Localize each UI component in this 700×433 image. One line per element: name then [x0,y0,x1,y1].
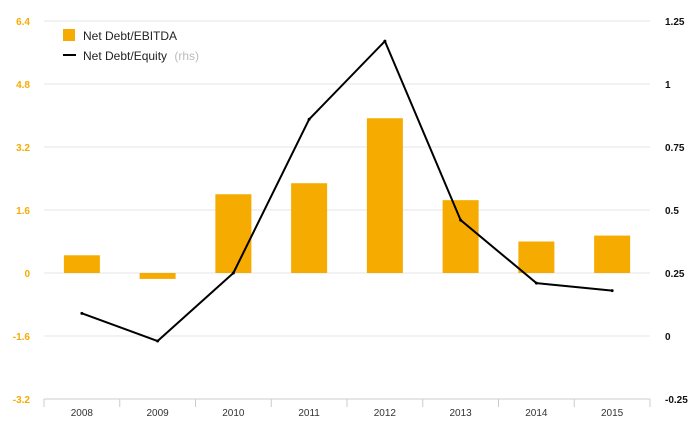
y-left-tick-label: 0 [24,269,30,280]
x-tick-label: 2015 [601,408,624,419]
y-right-tick-label: 0.5 [665,206,679,217]
y-right-tick-label: -0.25 [665,395,688,406]
point-2009 [156,339,160,343]
legend-swatch-net-debt-ebitda [63,29,75,41]
y-right-tick-label: 0.75 [665,143,685,154]
y-axis-left: 6.4 4.8 3.2 1.6 0 -1.6 -3.2 [13,17,31,406]
line-net-debt-equity [81,40,613,343]
x-tick-label: 2008 [71,408,94,419]
legend-label-net-debt-equity-name: Net Debt/Equity [83,49,167,63]
point-2010 [231,271,235,275]
bar-2013 [442,200,479,273]
bar-2011 [291,183,328,273]
point-2015 [610,289,614,293]
line-net-debt-equity-group [80,39,614,343]
x-tick-label: 2012 [374,408,397,419]
legend: Net Debt/EBITDA Net Debt/Equity (rhs) [63,29,199,63]
x-axis: 2008 2009 2010 2011 2012 2013 2014 2015 [43,398,651,419]
point-2011 [307,117,311,121]
point-2014 [534,281,538,285]
bars-net-debt-ebitda [63,118,631,279]
bar-2012 [366,118,403,273]
y-left-tick-label: -3.2 [13,395,31,406]
point-2008 [80,311,84,315]
x-tick-label: 2013 [450,408,473,419]
y-left-tick-label: 6.4 [16,17,30,28]
bar-2014 [518,241,555,273]
x-tick-label: 2010 [222,408,245,419]
y-axis-right: 1.25 1 0.75 0.5 0.25 0 -0.25 [665,17,688,406]
legend-label-rhs-suffix: (rhs) [174,49,199,63]
y-left-tick-label: 4.8 [16,80,30,91]
bar-2015 [594,235,631,273]
legend-label-net-debt-ebitda: Net Debt/EBITDA [83,29,177,43]
point-2013 [459,218,463,222]
point-2012 [383,39,387,43]
legend-label-net-debt-equity: Net Debt/Equity (rhs) [83,49,199,63]
y-right-tick-label: 0.25 [665,269,685,280]
x-tick-label: 2009 [147,408,170,419]
bar-2010 [215,194,252,273]
y-right-tick-label: 1.25 [665,17,685,28]
gridlines [44,20,650,400]
bar-2008 [63,255,100,273]
x-tick-label: 2011 [298,408,320,419]
x-tick-label: 2014 [525,408,548,419]
y-left-tick-label: 1.6 [16,206,30,217]
y-left-tick-label: -1.6 [13,332,31,343]
y-right-tick-label: 1 [665,80,671,91]
bar-2009 [139,273,176,279]
y-left-tick-label: 3.2 [16,143,30,154]
y-right-tick-label: 0 [665,332,671,343]
